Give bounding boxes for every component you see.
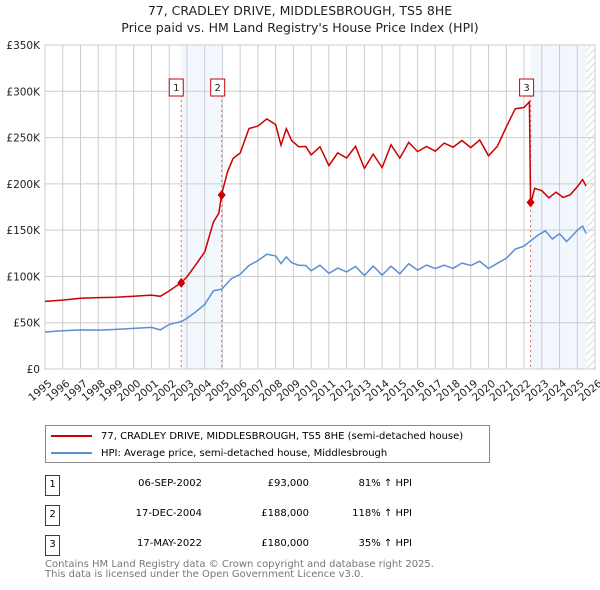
hpi-line — [44, 225, 587, 333]
sale-row: 3 17-MAY-2022 £180,000 35% ↑ HPI — [45, 535, 445, 556]
chart-title: 77, CRADLEY DRIVE, MIDDLESBROUGH, TS5 8H… — [147, 3, 453, 18]
y-tick-label: £50K — [13, 318, 41, 330]
sale-number: 3 — [45, 535, 60, 556]
y-tick-label: £150K — [6, 225, 41, 237]
legend-label-hpi: HPI: Average price, semi-detached house,… — [101, 447, 388, 459]
sale-number: 2 — [45, 505, 60, 526]
sale-hpi-change: 118% ↑ HPI — [352, 508, 412, 519]
y-tick-label: £100K — [6, 271, 41, 283]
sale-label: 3 — [523, 83, 529, 94]
sale-label-box — [168, 78, 184, 97]
y-tick-label: £200K — [6, 179, 41, 191]
price-paid-line — [44, 99, 587, 303]
shaded-period-1-2 — [181, 45, 222, 369]
legend-label-property: 77, CRADLEY DRIVE, MIDDLESBROUGH, TS5 8H… — [101, 430, 464, 442]
sale-number: 1 — [45, 475, 60, 496]
sale-date: 17-DEC-2004 — [135, 508, 202, 519]
legend-swatch-hpi — [51, 452, 92, 454]
plot-frame — [44, 44, 596, 370]
y-tick-label: £0 — [27, 364, 40, 376]
sale-label: 2 — [215, 83, 221, 94]
sale-row: 1 06-SEP-2002 £93,000 81% ↑ HPI — [45, 475, 445, 496]
sale-price: £188,000 — [261, 508, 309, 519]
chart-subtitle: Price paid vs. HM Land Registry's House … — [121, 20, 479, 35]
y-tick-label: £250K — [6, 133, 41, 145]
sale-point — [217, 189, 226, 200]
sale-date: 06-SEP-2002 — [138, 478, 202, 489]
sale-row: 2 17-DEC-2004 £188,000 118% ↑ HPI — [45, 505, 445, 526]
legend: 77, CRADLEY DRIVE, MIDDLESBROUGH, TS5 8H… — [45, 425, 490, 463]
footer-line-1: Contains HM Land Registry data © Crown c… — [45, 559, 434, 570]
sale-label-box — [519, 78, 535, 97]
shaded-period-3 — [530, 45, 587, 369]
sale-hpi-change: 35% ↑ HPI — [358, 538, 412, 549]
sale-point — [177, 277, 186, 288]
y-tick-label: £300K — [6, 86, 41, 98]
footer-line-2: This data is licensed under the Open Gov… — [45, 569, 364, 580]
sale-label: 1 — [173, 83, 179, 94]
y-tick-label: £350K — [6, 40, 41, 52]
legend-swatch-property — [51, 435, 92, 437]
plot-area: 1995199619971998199920002001200220032004… — [6, 40, 600, 404]
sale-date: 17-MAY-2022 — [136, 538, 202, 549]
footer: Contains HM Land Registry data © Crown c… — [45, 560, 434, 580]
sale-point — [526, 197, 535, 208]
sale-label-box — [210, 78, 226, 97]
sale-price: £180,000 — [261, 538, 309, 549]
sale-hpi-change: 81% ↑ HPI — [358, 478, 412, 489]
future-hatch — [586, 45, 595, 369]
sale-price: £93,000 — [267, 478, 309, 489]
